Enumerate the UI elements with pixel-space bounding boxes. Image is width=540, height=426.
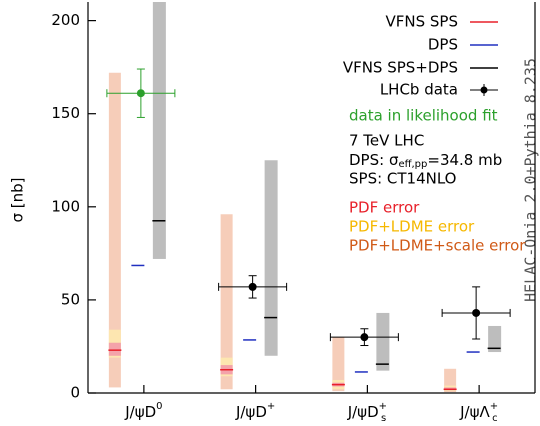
marker xyxy=(248,282,257,291)
data-point xyxy=(441,286,511,340)
legend-label: VFNS SPS+DPS xyxy=(343,59,458,77)
y-axis-label: σ [nb] xyxy=(9,177,27,222)
label-main: J/ψD xyxy=(124,403,156,421)
y-tick-label: 200 xyxy=(51,11,80,29)
x-tick-label: J/ψD+ xyxy=(235,401,275,421)
data-point xyxy=(106,68,176,118)
note-main: DPS: σ xyxy=(349,151,399,169)
label-main: J/ψD xyxy=(347,403,379,421)
annotation: 7 TeV LHC xyxy=(349,132,424,150)
error-band xyxy=(108,72,121,388)
label-main: J/ψD xyxy=(235,403,267,421)
data-point xyxy=(329,328,399,347)
y-tick-label: 100 xyxy=(51,197,80,215)
error-band xyxy=(220,214,233,390)
annotation: SPS: CT14NLO xyxy=(349,170,456,188)
total-band xyxy=(376,312,390,371)
y-tick-label: 150 xyxy=(51,104,80,122)
x-tick-label: J/ψΛ+ c xyxy=(459,401,498,424)
band-legend: PDF+LDME error xyxy=(349,218,475,236)
label-main: J/ψΛ xyxy=(459,403,490,421)
legend-label: VFNS SPS xyxy=(386,13,459,31)
annotation: DPS: σeff,pp=34.8 mb xyxy=(349,151,502,171)
band-legend: PDF error xyxy=(349,199,420,217)
label-sup: + xyxy=(379,401,387,412)
note-sub: eff,pp xyxy=(398,159,427,170)
total-band xyxy=(264,160,278,356)
y-tick-label: 50 xyxy=(61,290,80,308)
legend-swatch xyxy=(480,86,488,94)
total-band xyxy=(488,325,502,353)
error-band xyxy=(108,342,121,356)
band-legend: PDF+LDME+scale error xyxy=(349,237,526,255)
marker xyxy=(360,333,369,342)
legend-label: DPS xyxy=(428,36,458,54)
x-tick-label: J/ψD0 xyxy=(124,401,162,421)
data-point xyxy=(218,275,288,299)
generator-label: HELAC-Onia 2.0+Pythia 8.235 xyxy=(522,58,540,302)
note-rest: =34.8 mb xyxy=(427,151,502,169)
marker xyxy=(136,89,145,98)
legend-label: LHCb data xyxy=(380,81,458,99)
error-band xyxy=(332,337,345,392)
label-sub: s xyxy=(381,413,386,424)
x-tick-label: J/ψD+ s xyxy=(347,401,387,424)
label-sup: + xyxy=(490,401,498,412)
y-tick-label: 0 xyxy=(70,384,80,402)
marker xyxy=(472,308,481,317)
label-sub: c xyxy=(492,413,498,424)
total-band xyxy=(152,2,166,259)
label-sup: + xyxy=(267,401,275,412)
label-sup: 0 xyxy=(156,401,162,412)
annotation: data in likelihood fit xyxy=(349,107,498,125)
